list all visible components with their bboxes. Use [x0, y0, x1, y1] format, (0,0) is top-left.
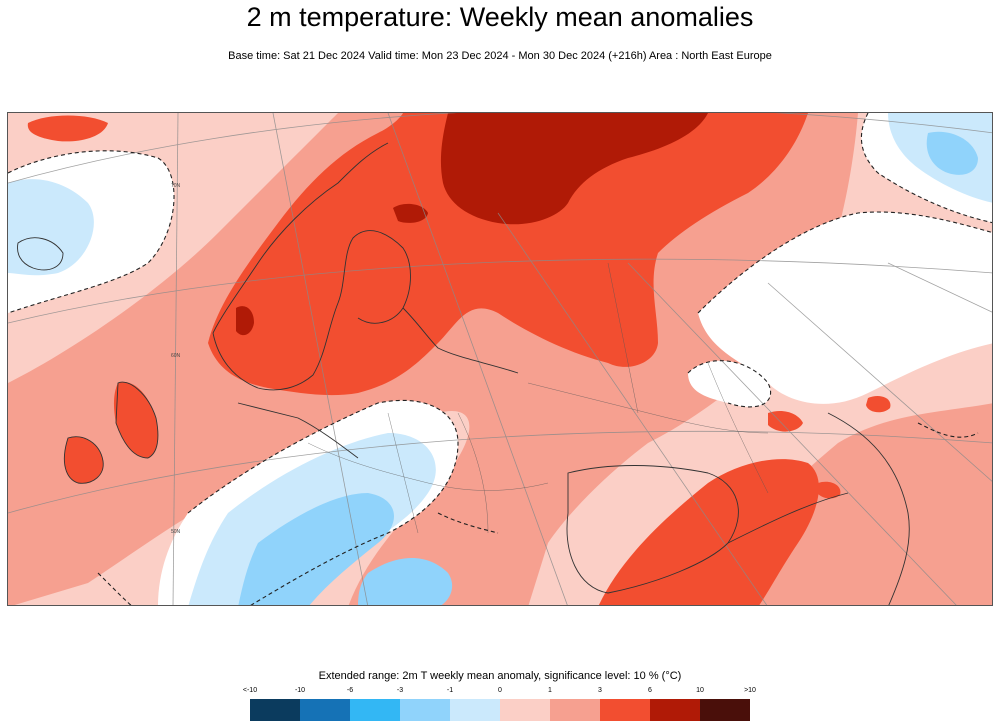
colorbar-swatch [250, 699, 300, 721]
graticule-label-60n: 60N [171, 353, 181, 359]
anomaly-region-warm-blacksea [598, 459, 819, 605]
anomaly-region-warm-pocket-b [866, 396, 891, 413]
anomaly-region-warm-pocket-d [27, 115, 108, 142]
colorbar-swatch [550, 699, 600, 721]
map-subtitle: Base time: Sat 21 Dec 2024 Valid time: M… [228, 50, 772, 62]
colorbar-tick-label: 10 [696, 687, 704, 694]
anomaly-region-warm-pocket-c [816, 481, 841, 499]
anomaly-region-warm-uk [113, 382, 158, 458]
colorbar [250, 699, 750, 721]
anomaly-region-warm-ireland [64, 436, 104, 484]
significance-contours [8, 113, 992, 605]
map-title: 2 m temperature: Weekly mean anomalies [246, 2, 754, 32]
anomaly-region-cold-south [358, 558, 453, 605]
colorbar-swatch [450, 699, 500, 721]
colorbar-swatch [400, 699, 450, 721]
anomaly-region-cold-alps [238, 493, 394, 605]
colorbar-tick-label: <-10 [242, 687, 258, 694]
anomaly-region-warm-pocket-a [768, 411, 803, 432]
legend-title: Extended range: 2m T weekly mean anomaly… [318, 670, 682, 682]
anomaly-region-neutral-east [688, 360, 771, 407]
colorbar-tick-label: >10 [744, 687, 756, 694]
anomaly-map-svg: 70N 60N 50N [8, 113, 992, 605]
colorbar-swatch [300, 699, 350, 721]
anomaly-region-cold-west [8, 179, 94, 276]
coastlines [17, 142, 910, 605]
colorbar-tick-label: -6 [346, 687, 354, 694]
anomaly-map: 70N 60N 50N [7, 112, 993, 606]
colorbar-swatch [700, 699, 750, 721]
graticule [8, 113, 992, 605]
borders [307, 262, 769, 534]
anomaly-region-cold-northeast-core [926, 131, 978, 175]
anomaly-region-very-warm-norway [236, 306, 254, 336]
colorbar-swatch [650, 699, 700, 721]
anomaly-region-very-warm-core [440, 113, 708, 225]
anomaly-region-warm-scandinavia [208, 113, 808, 396]
colorbar-tick-label: -1 [446, 687, 454, 694]
colorbar-tick-label: 6 [648, 687, 652, 694]
colorbar-swatch [500, 699, 550, 721]
colorbar-swatch [350, 699, 400, 721]
colorbar-tick-label: 0 [498, 687, 502, 694]
anomaly-region-neutral-northeast [698, 212, 992, 404]
graticule-label-70n: 70N [171, 183, 181, 189]
colorbar-tick-label: -10 [294, 687, 306, 694]
anomaly-region-very-warm-baltic [393, 203, 428, 223]
graticule-label-50n: 50N [171, 529, 181, 535]
colorbar-tick-label: 1 [548, 687, 552, 694]
colorbar-tick-label: -3 [396, 687, 404, 694]
colorbar-tick-label: 3 [598, 687, 602, 694]
colorbar-swatch [600, 699, 650, 721]
